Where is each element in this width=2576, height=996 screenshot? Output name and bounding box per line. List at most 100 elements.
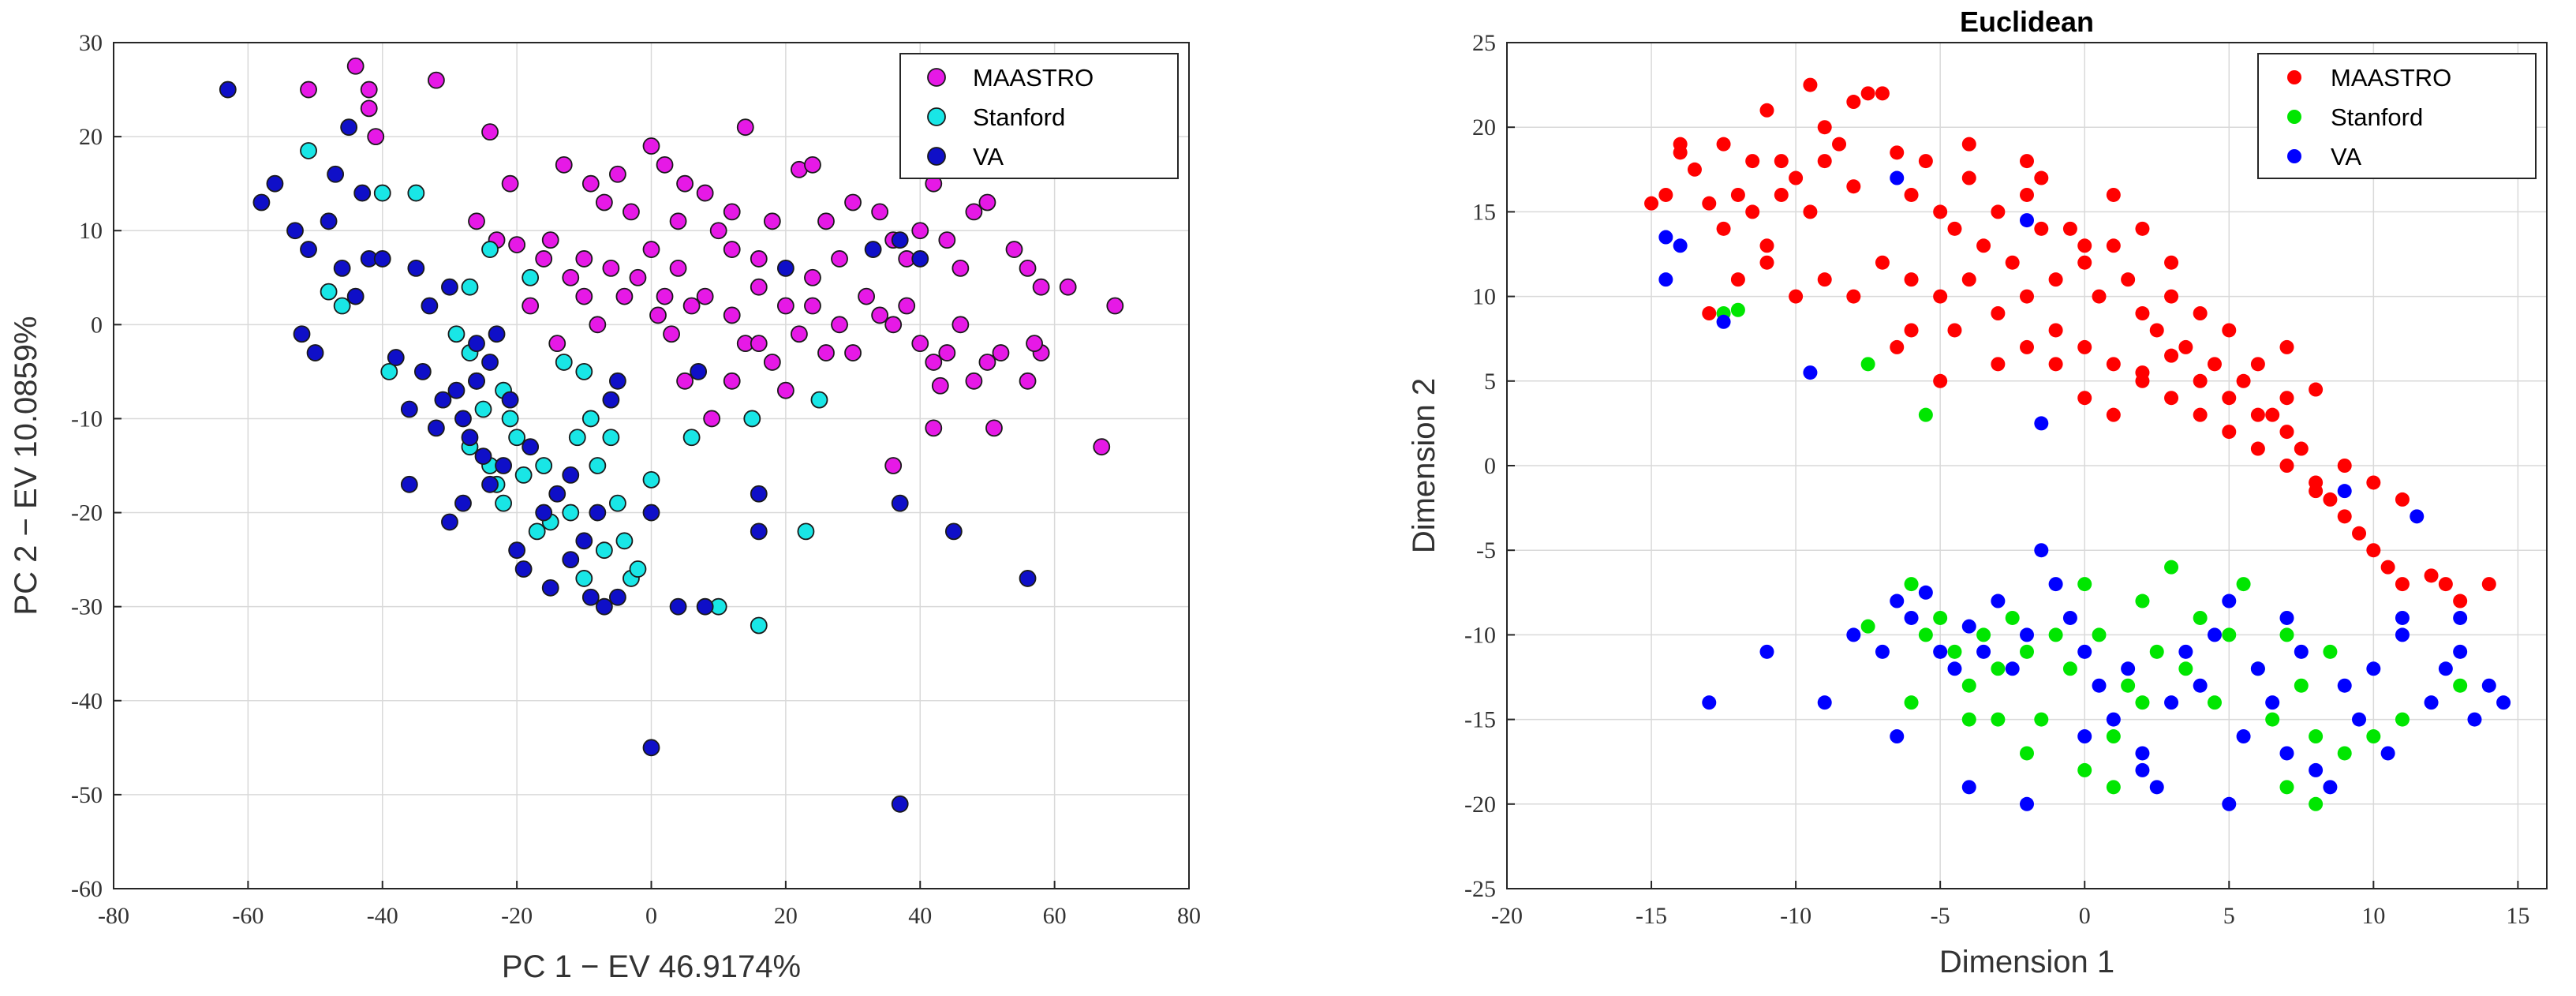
data-point-stanford (1991, 712, 2006, 727)
data-point-maastro (2106, 187, 2121, 202)
data-point-maastro (750, 335, 768, 353)
data-point-maastro (649, 306, 667, 324)
data-point-va (891, 494, 909, 512)
x-tick-label: 0 (2079, 903, 2091, 929)
data-point-maastro (1702, 196, 1717, 211)
data-point-maastro (508, 236, 526, 253)
data-point-stanford (2178, 661, 2193, 676)
data-point-va (2309, 762, 2324, 777)
data-point-stanford (575, 570, 593, 587)
data-point-va (1933, 644, 1948, 659)
data-point-va (346, 287, 365, 305)
data-point-maastro (1890, 145, 1905, 160)
data-point-va (2077, 729, 2092, 744)
data-point-va (481, 475, 499, 493)
data-point-maastro (1933, 289, 1948, 304)
y-tick-label: -15 (1464, 707, 1496, 733)
x-tick-label: -20 (1491, 903, 1523, 929)
data-point-va (2062, 610, 2077, 625)
data-point-stanford (568, 429, 586, 447)
data-point-maastro (1019, 259, 1037, 277)
legend-marker-maastro (927, 68, 946, 87)
data-point-va (2020, 627, 2034, 642)
x-tick-label: 15 (2506, 903, 2529, 929)
y-tick-label: 30 (79, 30, 103, 56)
data-point-maastro (676, 372, 694, 390)
data-point-maastro (2279, 391, 2294, 406)
data-point-maastro (2236, 373, 2251, 388)
data-point-stanford (615, 532, 634, 550)
data-point-maastro (2294, 441, 2309, 456)
data-point-va (696, 597, 714, 616)
data-point-maastro (2164, 289, 2179, 304)
data-point-maastro (736, 118, 754, 137)
data-point-maastro (1961, 272, 1976, 287)
data-point-maastro (2135, 365, 2150, 380)
data-point-va (2121, 661, 2136, 676)
data-point-stanford (1860, 357, 1875, 372)
data-point-va (327, 165, 345, 183)
data-point-va (400, 400, 418, 418)
data-point-stanford (2236, 577, 2251, 592)
data-point-va (595, 597, 613, 616)
data-point-maastro (831, 250, 848, 268)
data-point-va (468, 372, 485, 390)
data-point-maastro (1673, 137, 1688, 152)
data-point-maastro (1644, 196, 1659, 211)
data-point-maastro (2178, 339, 2193, 354)
data-point-maastro (1716, 137, 1731, 152)
data-point-maastro (1759, 255, 1774, 270)
data-point-va (609, 588, 626, 606)
data-point-maastro (2279, 339, 2294, 354)
data-point-stanford (642, 470, 660, 489)
data-point-stanford (2366, 729, 2381, 744)
data-point-maastro (2222, 425, 2237, 440)
data-point-va (1947, 661, 1962, 676)
data-point-va (1759, 644, 1774, 659)
legend-box (899, 53, 1179, 179)
data-point-stanford (1961, 712, 1976, 727)
data-point-maastro (1005, 241, 1023, 258)
data-point-va (373, 250, 391, 268)
data-point-maastro (629, 268, 647, 286)
data-point-maastro (703, 410, 721, 428)
data-point-maastro (2034, 170, 2049, 185)
data-point-maastro (2207, 357, 2222, 372)
legend-marker-va (2287, 149, 2301, 163)
data-point-va (514, 560, 533, 578)
data-point-maastro (1890, 339, 1905, 354)
data-point-stanford (2164, 560, 2179, 575)
data-point-va (2020, 796, 2034, 811)
data-point-va (2453, 610, 2468, 625)
data-point-va (508, 541, 526, 560)
data-point-va (2135, 746, 2150, 761)
data-point-va (2034, 416, 2049, 431)
data-point-maastro (804, 268, 821, 286)
data-point-va (441, 278, 458, 296)
data-point-maastro (2020, 154, 2034, 169)
data-point-stanford (522, 268, 540, 286)
data-point-maastro (682, 297, 701, 315)
y-tick-label: 15 (1472, 199, 1496, 225)
legend: MAASTRO Stanford VA (2257, 53, 2537, 179)
data-point-va (2048, 577, 2063, 592)
data-point-va (400, 475, 418, 493)
data-point-va (1976, 644, 1991, 659)
data-point-maastro (2395, 577, 2410, 592)
data-point-maastro (589, 316, 607, 334)
x-tick-label: 0 (645, 903, 657, 929)
data-point-maastro (656, 155, 674, 174)
data-point-va (562, 466, 580, 484)
data-point-maastro (2250, 407, 2265, 422)
data-point-va (1961, 780, 1976, 795)
y-tick-label: -20 (71, 500, 103, 526)
data-point-maastro (1904, 187, 1919, 202)
data-point-maastro (1106, 297, 1124, 315)
data-point-maastro (1817, 272, 1832, 287)
data-point-va (642, 739, 660, 757)
data-point-va (1890, 170, 1905, 185)
data-point-va (2236, 729, 2251, 744)
data-point-maastro (481, 123, 499, 141)
data-point-va (407, 259, 425, 277)
data-point-va (1803, 365, 1818, 380)
